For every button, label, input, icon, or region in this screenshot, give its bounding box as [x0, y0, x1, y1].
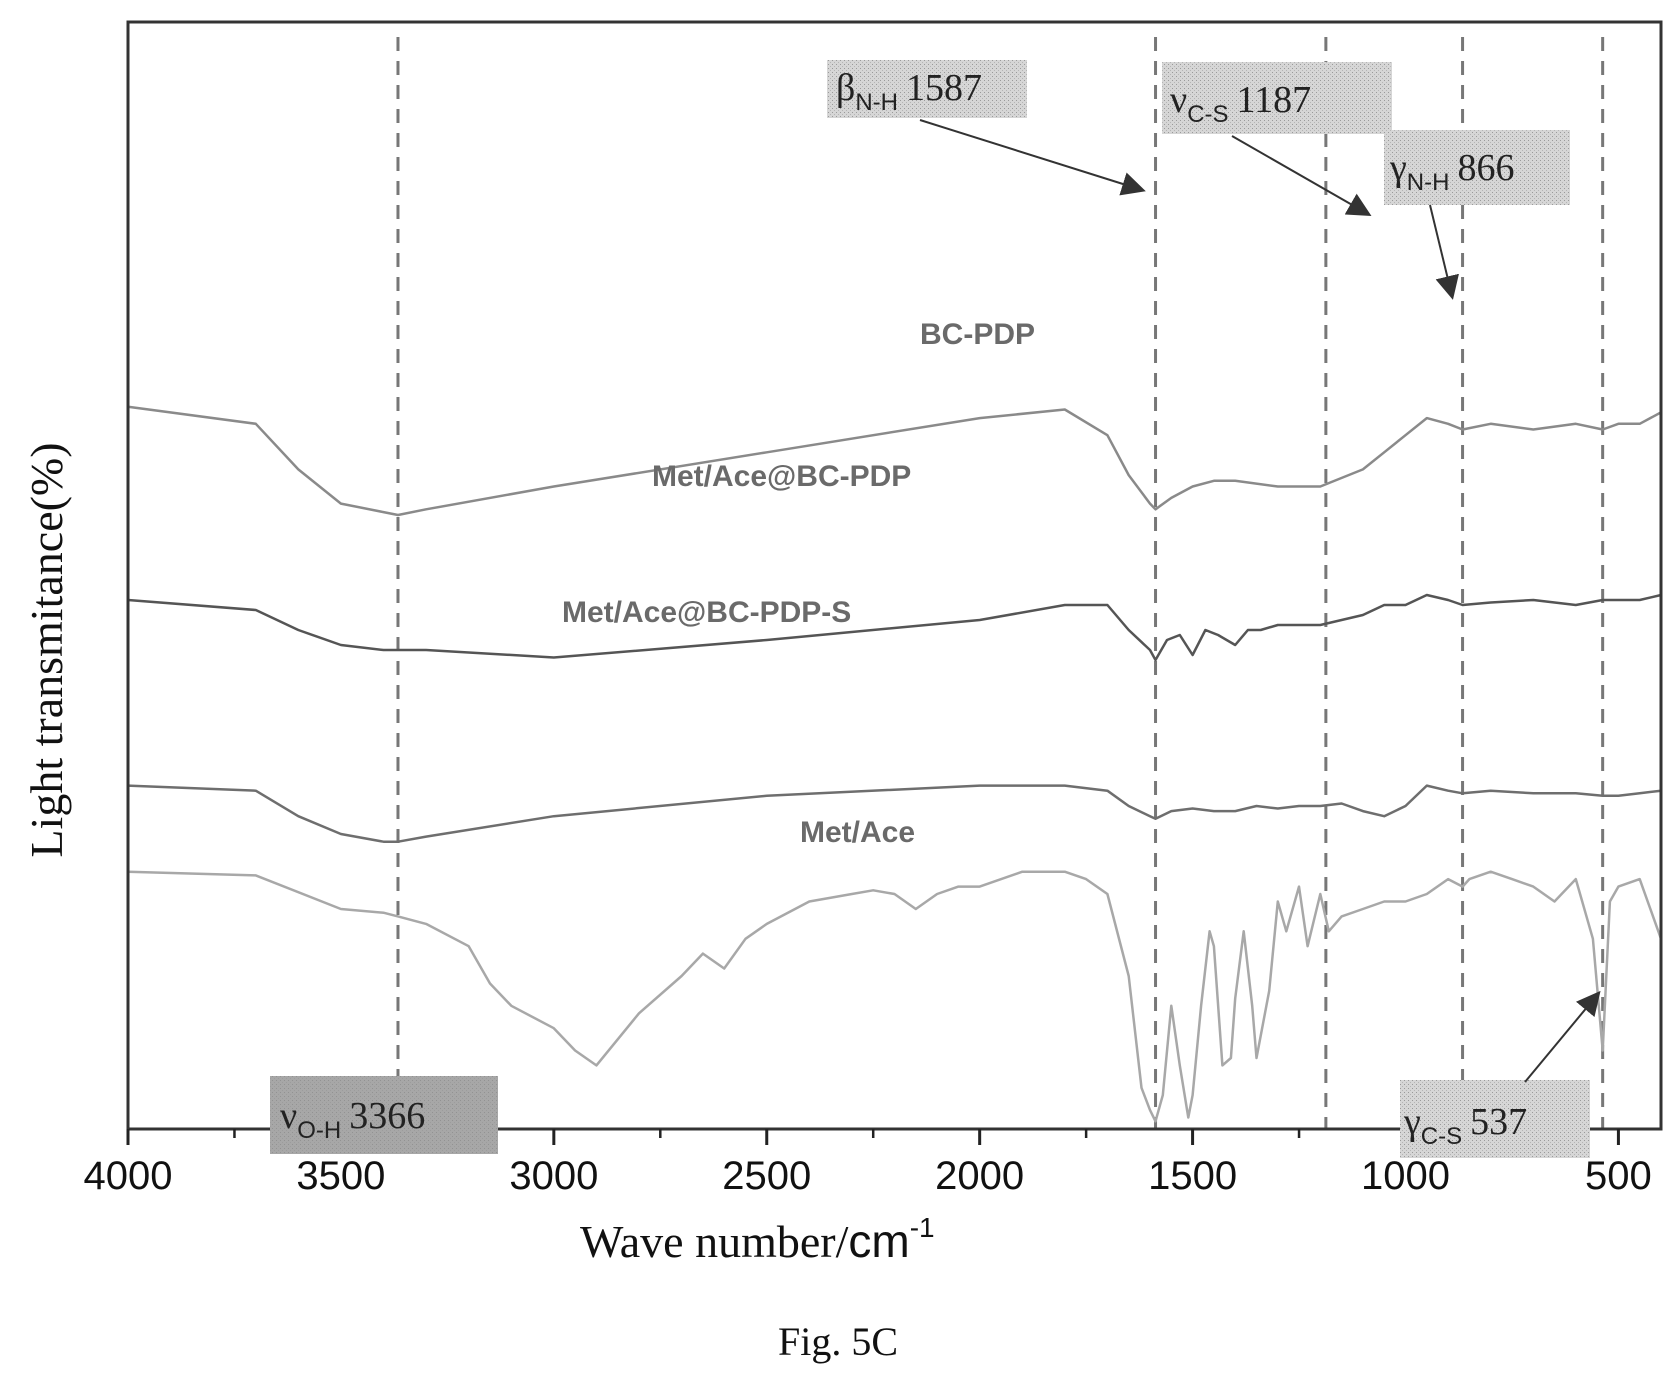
y-axis-title: Light transmitance(%) — [21, 442, 72, 857]
series-line-2 — [127, 784, 1662, 843]
series-label-met-ace: Met/Ace — [800, 816, 915, 849]
annotation-arrow-nu-cs — [1231, 135, 1372, 216]
annotations: βN-H 1587 νC-S 1187 γN-H 866 νO-H 3366 γC-S 5… — [270, 60, 1601, 1158]
annotation-arrow-beta-nh — [919, 119, 1146, 196]
annotation-beta-nh: βN-H 1587 — [836, 67, 982, 116]
annotation-box-beta-nh — [827, 60, 1027, 118]
series-line-0 — [127, 405, 1662, 517]
x-tick-label-1500: 1500 — [1148, 1154, 1237, 1198]
figure-caption: Fig. 5C — [778, 1319, 898, 1364]
plot-frame — [126, 20, 1663, 1131]
annotation-nu-oh: νO-H 3366 — [280, 1095, 425, 1144]
x-axis-title: Wave number/cm-1 — [580, 1212, 935, 1267]
x-tick-label-3000: 3000 — [509, 1154, 598, 1198]
x-axis: 4000 3500 3000 2500 2000 1500 1000 500 — [84, 1129, 1652, 1198]
series-labels: BC-PDP Met/Ace@BC-PDP Met/Ace@BC-PDP-S M… — [562, 318, 1035, 849]
x-tick-label-500: 500 — [1585, 1154, 1652, 1198]
series-layer — [127, 405, 1663, 1123]
annotation-arrow-gamma-nh — [1429, 204, 1459, 300]
x-tick-label-3500: 3500 — [296, 1154, 385, 1198]
annotation-box-nu-cs — [1162, 62, 1392, 134]
x-tick-label-4000: 4000 — [84, 1154, 173, 1198]
series-line-3 — [127, 870, 1663, 1123]
annotation-box-gamma-nh — [1384, 130, 1570, 205]
series-label-met-ace-bc-pdp-s: Met/Ace@BC-PDP-S — [562, 596, 851, 629]
x-tick-label-1000: 1000 — [1361, 1154, 1450, 1198]
reference-lines — [396, 37, 1605, 1129]
annotation-box-nu-oh-texture — [270, 1076, 498, 1154]
x-tick-label-2500: 2500 — [722, 1154, 811, 1198]
annotation-gamma-cs: γC-S 537 — [1403, 1101, 1527, 1150]
series-label-met-ace-bc-pdp: Met/Ace@BC-PDP — [652, 460, 911, 493]
annotation-arrow-gamma-cs — [1524, 990, 1601, 1083]
x-tick-label-2000: 2000 — [935, 1154, 1024, 1198]
series-label-bc-pdp: BC-PDP — [920, 318, 1035, 351]
annotation-box-gamma-cs — [1400, 1080, 1590, 1158]
annotation-gamma-nh: γN-H 866 — [1389, 147, 1514, 196]
annotation-nu-cs: νC-S 1187 — [1170, 79, 1311, 128]
series-line-1 — [127, 593, 1662, 662]
